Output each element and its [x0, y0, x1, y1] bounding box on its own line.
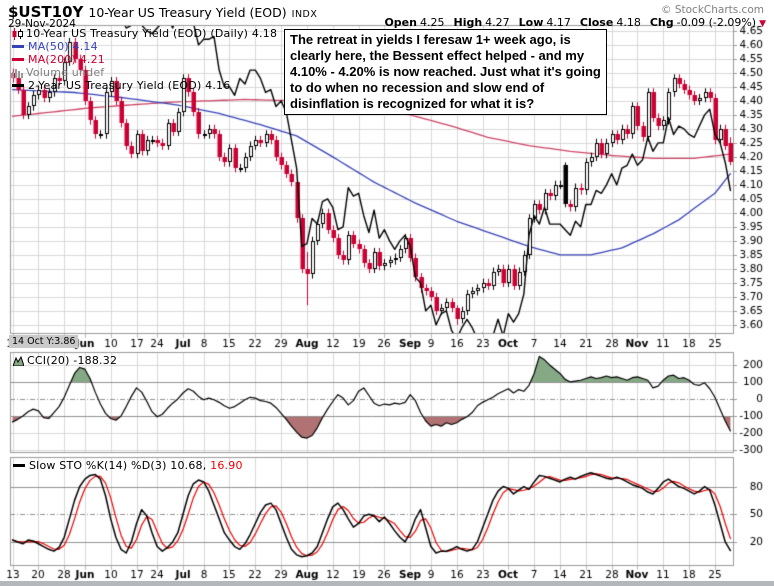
legend-label: Volume undef [26, 66, 105, 79]
quote-strip: Open 4.25 High 4.27 Low 4.17 Close 4.18 Chg -0.09… [384, 16, 766, 29]
close-value: 4.18 [616, 16, 641, 29]
legend-item-price[interactable]: 10-Year US Treasury Yield (EOD) (Daily) … [12, 27, 277, 40]
legend-item-ma50[interactable]: MA(50) 4.14 [12, 40, 277, 53]
line-swatch-icon [12, 45, 24, 48]
line-swatch-icon [12, 84, 24, 87]
candlestick-icon [12, 27, 23, 40]
legend-item-2yr[interactable]: 2-Year US Treasury Yield (EOD) 4.16 [12, 79, 277, 92]
annotation-note: The retreat in yields I feresaw 1+ week … [284, 29, 607, 115]
chg-value: -0.09 (-2.09%) [676, 16, 757, 29]
legend-item-sto[interactable]: Slow STO %K(14) %D(3) 10.68, 16.90 [13, 459, 243, 472]
low-label: Low [518, 16, 544, 29]
bottom-scrollbar-strip[interactable] [0, 581, 774, 586]
crosshair-readout: 14 Oct Y:3.86 [9, 335, 79, 348]
close-label: Close [579, 16, 614, 29]
ticker-symbol: $UST10Y [8, 3, 84, 21]
high-label: High [453, 16, 483, 29]
legend-label: CCI(20) -188.32 [27, 354, 118, 367]
volume-bars-icon [12, 68, 23, 78]
down-triangle-icon: ▼ [759, 19, 766, 29]
line-swatch-icon [13, 464, 25, 467]
ticker-exchange: INDX [291, 9, 318, 20]
legend-item-cci[interactable]: CCI(20) -188.32 [13, 354, 117, 367]
legend-label: MA(50) 4.14 [28, 40, 98, 53]
low-value: 4.17 [546, 16, 571, 29]
chg-label: Chg [649, 16, 674, 29]
chart-date: 29-Nov-2024 [8, 18, 76, 30]
copyright: © StockCharts.com [661, 4, 764, 16]
legend-label: 2-Year US Treasury Yield (EOD) 4.16 [28, 79, 231, 92]
line-swatch-icon [12, 58, 24, 61]
legend-item-ma200[interactable]: MA(200) 4.21 [12, 53, 277, 66]
legend-d-value: 16.90 [210, 459, 243, 472]
legend-label: MA(200) 4.21 [28, 53, 105, 66]
main-legend: 10-Year US Treasury Yield (EOD) (Daily) … [12, 27, 277, 92]
sto-legend: Slow STO %K(14) %D(3) 10.68, 16.90 [13, 459, 243, 472]
legend-item-volume[interactable]: Volume undef [12, 66, 277, 79]
area-icon [13, 355, 24, 366]
cci-legend: CCI(20) -188.32 [13, 354, 117, 367]
legend-label: Slow STO %K(14) %D(3) 10.68, [29, 459, 207, 472]
ticker-name: 10-Year US Treasury Yield (EOD) [88, 5, 287, 20]
legend-label: 10-Year US Treasury Yield (EOD) (Daily) … [26, 27, 278, 40]
open-value: 4.25 [419, 16, 445, 29]
chart-header: $UST10Y 10-Year US Treasury Yield (EOD) IN… [8, 2, 317, 21]
high-value: 4.27 [485, 16, 510, 29]
open-label: Open [384, 16, 417, 29]
